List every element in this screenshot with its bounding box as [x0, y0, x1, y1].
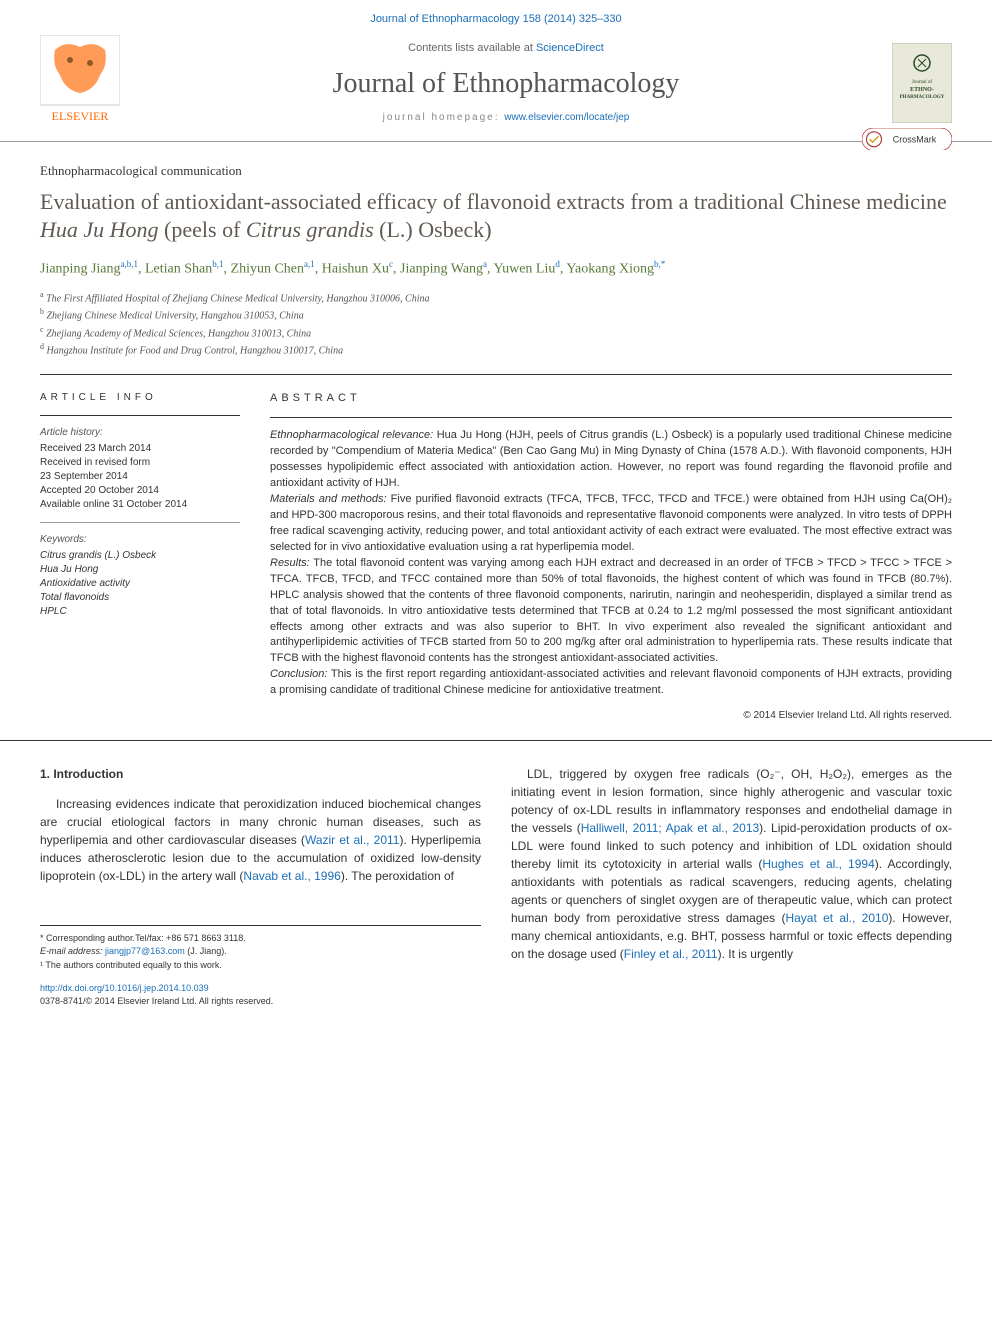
affiliation: d Hangzhou Institute for Food and Drug C…	[40, 341, 952, 358]
citation[interactable]: Wazir et al., 2011	[305, 833, 400, 847]
author-aff-sup: a,1	[304, 259, 315, 269]
journal-name: Journal of Ethnopharmacology	[150, 64, 862, 103]
keyword: Total flavonoids	[40, 591, 240, 605]
contents-prefix: Contents lists available at	[408, 42, 536, 54]
history-line: Received in revised form	[40, 456, 240, 470]
introduction-heading: 1. Introduction	[40, 765, 481, 783]
journal-cover-thumbnail[interactable]: Journal of ETHNO- PHARMACOLOGY	[892, 43, 952, 123]
email-label: E-mail address:	[40, 946, 105, 956]
abstract-section: Materials and methods: Five purified fla…	[270, 492, 952, 556]
citation[interactable]: Hughes et al., 1994	[762, 857, 874, 871]
author[interactable]: Jianping Jiang	[40, 262, 121, 277]
history-line: 23 September 2014	[40, 470, 240, 484]
author[interactable]: Letian Shan	[145, 262, 212, 277]
body-column-1: 1. Introduction Increasing evidences ind…	[40, 765, 481, 973]
keywords-label: Keywords:	[40, 533, 240, 547]
header-center: Contents lists available at ScienceDirec…	[150, 41, 862, 126]
abstract-copyright: © 2014 Elsevier Ireland Ltd. All rights …	[270, 709, 952, 724]
article-info: ARTICLE INFO Article history: Received 2…	[40, 391, 240, 723]
author[interactable]: Jianping Wang	[400, 262, 483, 277]
email-line: E-mail address: jiangjp77@163.com (J. Ji…	[40, 945, 481, 959]
title-italic-2: Citrus grandis	[246, 217, 374, 242]
email-who: (J. Jiang).	[185, 946, 227, 956]
journal-homepage: journal homepage: www.elsevier.com/locat…	[150, 111, 862, 125]
history-line: Available online 31 October 2014	[40, 498, 240, 512]
top-citation[interactable]: Journal of Ethnopharmacology 158 (2014) …	[0, 0, 992, 35]
footnotes: * Corresponding author.Tel/fax: +86 571 …	[40, 925, 481, 973]
svg-text:PHARMACOLOGY: PHARMACOLOGY	[900, 95, 945, 100]
keyword: Antioxidative activity	[40, 577, 240, 591]
svg-text:ELSEVIER: ELSEVIER	[52, 109, 109, 123]
svg-text:Journal of: Journal of	[912, 80, 932, 85]
abstract-section: Results: The total flavonoid content was…	[270, 556, 952, 668]
affiliation: c Zhejiang Academy of Medical Sciences, …	[40, 324, 952, 341]
author-email-link[interactable]: jiangjp77@163.com	[105, 946, 185, 956]
citation[interactable]: Halliwell, 2011; Apak et al., 2013	[581, 821, 759, 835]
author[interactable]: Zhiyun Chen	[231, 262, 305, 277]
article-title: Evaluation of antioxidant-associated eff…	[40, 188, 952, 245]
author-aff-sup: a	[483, 259, 487, 269]
homepage-link[interactable]: www.elsevier.com/locate/jep	[504, 112, 629, 123]
citation[interactable]: Hayat et al., 2010	[785, 911, 888, 925]
contents-line: Contents lists available at ScienceDirec…	[150, 41, 862, 56]
title-text-1: Evaluation of antioxidant-associated eff…	[40, 189, 947, 214]
abstract-section: Ethnopharmacological relevance: Hua Ju H…	[270, 428, 952, 492]
issn-copyright: 0378-8741/© 2014 Elsevier Ireland Ltd. A…	[40, 996, 273, 1006]
doi-footer: http://dx.doi.org/10.1016/j.jep.2014.10.…	[0, 972, 992, 1027]
affiliation: b Zhejiang Chinese Medical University, H…	[40, 306, 952, 323]
title-italic-1: Hua Ju Hong	[40, 217, 159, 242]
author-aff-sup: a,b,1	[121, 259, 139, 269]
homepage-prefix: journal homepage:	[383, 112, 505, 123]
affiliation-list: a The First Affiliated Hospital of Zheji…	[40, 289, 952, 358]
author-aff-sup: c	[389, 259, 393, 269]
author-aff-sup: b,1	[212, 259, 223, 269]
keyword: Hua Ju Hong	[40, 563, 240, 577]
equal-contribution-note: ¹ The authors contributed equally to thi…	[40, 959, 481, 973]
author-aff-sup: d	[555, 259, 560, 269]
history-label: Article history:	[40, 426, 240, 440]
elsevier-logo[interactable]: ELSEVIER	[40, 35, 120, 130]
svg-text:CrossMark: CrossMark	[893, 134, 937, 144]
doi-link[interactable]: http://dx.doi.org/10.1016/j.jep.2014.10.…	[40, 983, 209, 993]
title-text-3: (L.) Osbeck)	[374, 217, 492, 242]
keyword: Citrus grandis (L.) Osbeck	[40, 549, 240, 563]
body-column-2: LDL, triggered by oxygen free radicals (…	[511, 765, 952, 973]
intro-paragraph-1: Increasing evidences indicate that perox…	[40, 795, 481, 885]
sciencedirect-link[interactable]: ScienceDirect	[536, 42, 604, 54]
svg-text:ETHNO-: ETHNO-	[910, 87, 934, 93]
journal-header: ELSEVIER Contents lists available at Sci…	[0, 35, 992, 141]
abstract-section: Conclusion: This is the first report reg…	[270, 667, 952, 699]
author[interactable]: Haishun Xu	[322, 262, 389, 277]
citation[interactable]: Navab et al., 1996	[243, 869, 340, 883]
history-line: Accepted 20 October 2014	[40, 484, 240, 498]
crossmark-badge[interactable]: CrossMark	[862, 128, 952, 156]
affiliation: a The First Affiliated Hospital of Zheji…	[40, 289, 952, 306]
abstract: ABSTRACT Ethnopharmacological relevance:…	[270, 391, 952, 723]
intro-paragraph-2: LDL, triggered by oxygen free radicals (…	[511, 765, 952, 963]
history-line: Received 23 March 2014	[40, 442, 240, 456]
article-type: Ethnopharmacological communication	[40, 162, 952, 180]
citation[interactable]: Finley et al., 2011	[624, 947, 718, 961]
abstract-heading: ABSTRACT	[270, 391, 952, 418]
author-aff-sup: b,*	[654, 259, 665, 269]
keyword: HPLC	[40, 605, 240, 619]
title-text-2: (peels of	[159, 217, 246, 242]
article-info-heading: ARTICLE INFO	[40, 391, 240, 416]
author[interactable]: Yaokang Xiong	[566, 262, 654, 277]
corresponding-author-note: * Corresponding author.Tel/fax: +86 571 …	[40, 932, 481, 946]
body-text: 1. Introduction Increasing evidences ind…	[0, 740, 992, 973]
author[interactable]: Yuwen Liu	[494, 262, 556, 277]
author-list: Jianping Jianga,b,1, Letian Shanb,1, Zhi…	[40, 257, 952, 281]
